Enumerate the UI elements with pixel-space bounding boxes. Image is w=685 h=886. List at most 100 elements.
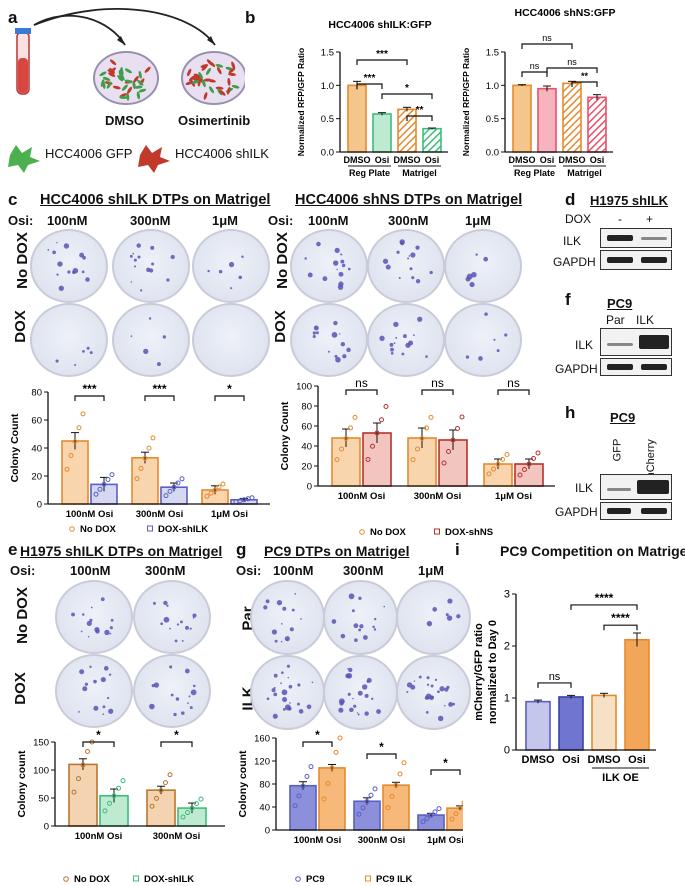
- colony: [174, 639, 178, 643]
- colony: [173, 712, 177, 717]
- dish-g-ilk-300: [323, 655, 398, 730]
- data-point: [146, 445, 152, 451]
- data-point: [216, 484, 222, 490]
- colony: [315, 331, 319, 335]
- y-axis-label-2: normalized to Day 0: [487, 620, 499, 724]
- legend-marker-2: [133, 875, 139, 882]
- x-tick-label: 100nM Osi: [338, 491, 386, 502]
- colony: [282, 708, 286, 711]
- data-point: [167, 772, 173, 778]
- g-title: PC9 DTPs on Matrigel: [264, 543, 410, 559]
- colony: [493, 338, 496, 341]
- colony: [133, 265, 137, 268]
- legend-label-1: PC9: [306, 874, 324, 885]
- significance-label: *: [315, 730, 320, 742]
- x-tick-label: DMSO: [522, 754, 555, 766]
- data-point: [495, 461, 501, 467]
- data-point: [120, 778, 126, 784]
- cell: [215, 64, 224, 68]
- colony: [282, 697, 288, 703]
- chart-e: 0 50 100 150 Colony count 100nM Osi * 300nM Osi…: [16, 730, 225, 885]
- colony: [170, 254, 175, 260]
- significance-bracket: [302, 741, 333, 747]
- colony: [63, 243, 70, 249]
- h-band-ilk-mcherry: [637, 480, 669, 494]
- c-row-dox-left: DOX: [11, 310, 29, 343]
- colony: [87, 635, 90, 638]
- cell: [208, 61, 216, 67]
- colony: [336, 268, 338, 271]
- colony: [410, 252, 416, 258]
- data-point: [76, 776, 81, 782]
- colony-dots: [149, 665, 197, 717]
- significance-label: *: [174, 730, 179, 742]
- chart-title: HCC4006 shILK:GFP: [328, 20, 431, 31]
- colony: [432, 607, 438, 612]
- colony: [58, 285, 64, 291]
- data-point: [167, 488, 173, 494]
- y-tick-label: 80: [301, 402, 312, 413]
- colony: [160, 622, 164, 626]
- x-tick-label: 1μM Osi: [495, 491, 532, 502]
- dish-g-ilk-100: [250, 655, 325, 730]
- colony: [408, 255, 411, 257]
- colony-dots: [312, 320, 351, 363]
- data-point: [80, 411, 86, 417]
- x-tick-label: DMSO: [344, 155, 371, 165]
- colony: [86, 346, 90, 350]
- data-point: [158, 788, 164, 794]
- significance-bracket: [571, 81, 598, 87]
- significance-label: *: [379, 740, 384, 754]
- colony: [129, 254, 133, 258]
- panel-label-h: h: [565, 403, 576, 422]
- colony: [176, 623, 180, 626]
- colony: [150, 245, 155, 250]
- f-band-gapdh-par: [607, 364, 633, 370]
- colony: [390, 347, 394, 352]
- data-point: [321, 796, 327, 802]
- data-point: [329, 765, 335, 771]
- data-point: [102, 808, 108, 814]
- legend-label-1: No DOX: [74, 874, 111, 885]
- colony: [276, 599, 283, 606]
- colony-dots: [406, 675, 456, 722]
- data-point: [410, 457, 416, 463]
- c-dose-left-1: 100nM: [47, 213, 88, 228]
- chart-b-shns: HCC4006 shNS:GFP 0.0 0.5 1.0 1.5 Normalized R…: [461, 8, 615, 178]
- cell: [198, 71, 203, 80]
- c-osi-label-right: Osi:: [268, 213, 294, 228]
- y-tick-label: 120: [254, 757, 270, 768]
- c-dose-right-1: 100nM: [308, 213, 349, 228]
- legend-label-1: No DOX: [80, 524, 117, 535]
- group-label: Reg Plate: [514, 168, 555, 178]
- data-point: [372, 786, 378, 792]
- colony: [156, 362, 161, 367]
- x-tick-label: DMSO: [509, 155, 536, 165]
- colony: [281, 689, 288, 696]
- colony: [370, 697, 374, 700]
- data-point: [198, 796, 204, 802]
- bar-1: [372, 113, 392, 153]
- h-band-ilk-gfp: [607, 488, 631, 491]
- c-title-left: HCC4006 shILK DTPs on Matrigel: [40, 192, 271, 208]
- colony: [281, 671, 284, 674]
- colony: [354, 638, 358, 643]
- bar-PC9 ILK: [318, 767, 346, 831]
- colony: [340, 253, 343, 256]
- colony: [89, 618, 93, 622]
- colony: [341, 263, 346, 268]
- colony: [483, 256, 489, 262]
- colony-dots: [304, 241, 351, 290]
- cell: [228, 72, 237, 76]
- colony: [102, 705, 106, 709]
- colony: [169, 665, 173, 669]
- colony: [300, 618, 302, 620]
- significance-bracket: [160, 741, 193, 747]
- colony: [338, 333, 341, 335]
- data-point: [194, 801, 199, 807]
- group-label: ILK OE: [602, 772, 639, 784]
- legend-marker-2: [434, 528, 440, 535]
- colony: [153, 682, 160, 688]
- y-axis-label: Colony count: [237, 750, 249, 818]
- cell: [217, 67, 222, 75]
